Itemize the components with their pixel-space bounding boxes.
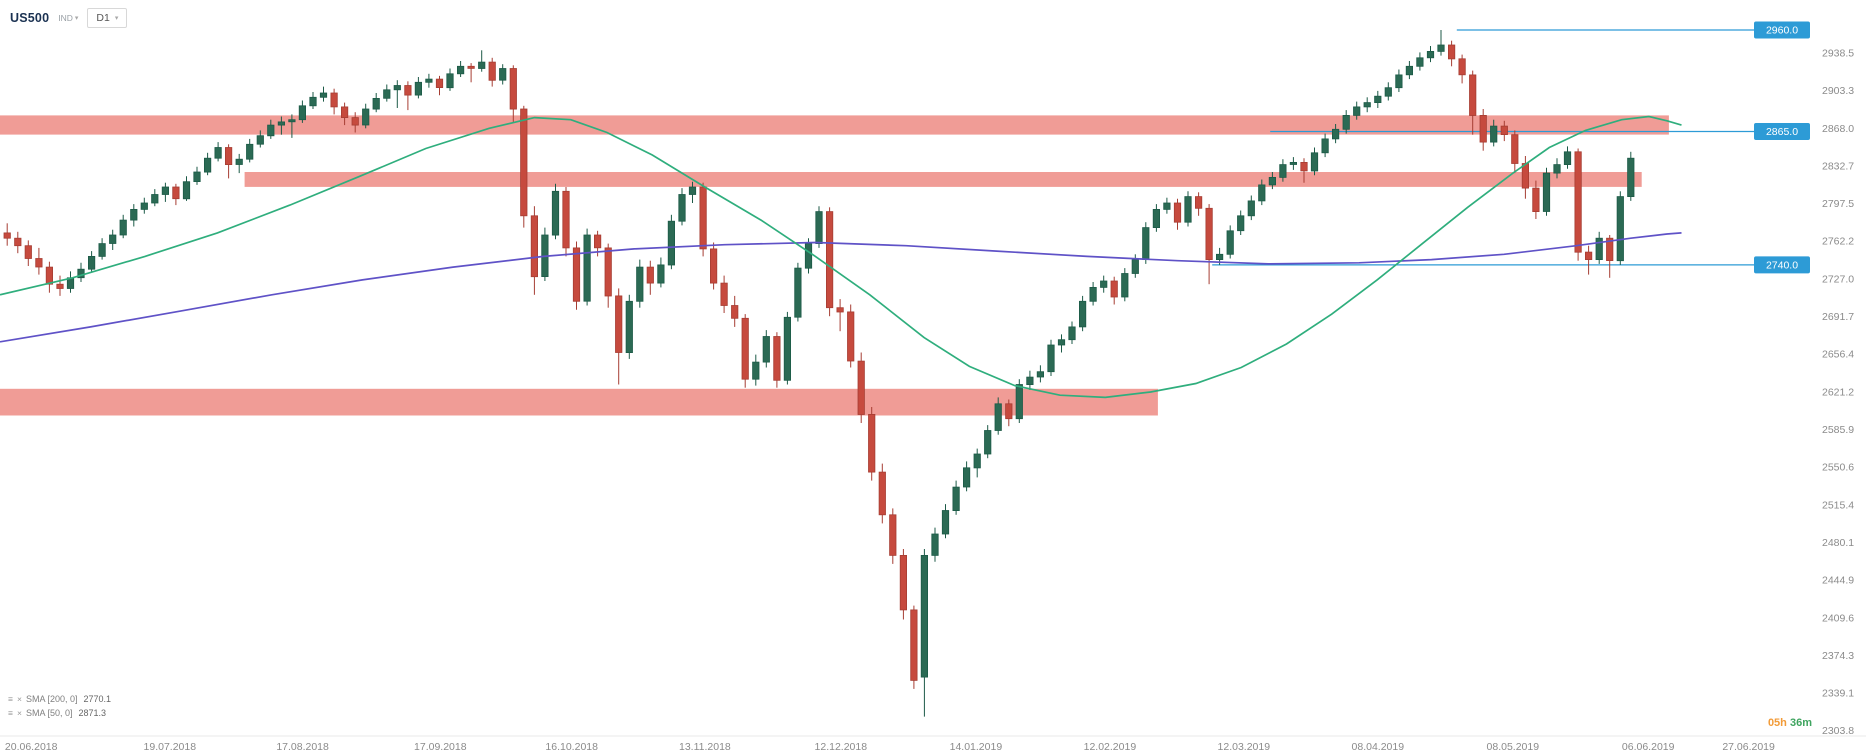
svg-text:12.12.2018: 12.12.2018 (815, 741, 868, 753)
price-axis[interactable]: 2938.5 2903.3 2868.0 2832.7 2797.5 2762.2 2727… (1822, 48, 1854, 738)
svg-text:06.06.2019: 06.06.2019 (1622, 741, 1675, 753)
svg-text:14.01.2019: 14.01.2019 (950, 741, 1003, 753)
svg-text:2480.1: 2480.1 (1822, 537, 1854, 549)
sma200-label: SMA [200, 0] (25, 694, 78, 704)
time-axis[interactable]: 20.06.2018 19.07.2018 17.08.2018 17.09.2018… (5, 741, 1775, 753)
indicator-settings-icon[interactable]: ≡ (8, 708, 13, 718)
timer-minutes: 36m (1789, 717, 1812, 729)
svg-text:2515.4: 2515.4 (1822, 499, 1854, 511)
svg-text:2938.5: 2938.5 (1822, 48, 1854, 60)
sma-50-line (0, 115, 1682, 399)
chart-toolbar: US500 IND ▾ D1 ▾ (10, 8, 128, 28)
svg-text:2621.2: 2621.2 (1822, 386, 1854, 398)
indicator-remove-icon[interactable]: × (16, 708, 22, 718)
timeframe-dropdown[interactable]: D1 ▾ (87, 8, 128, 28)
svg-text:2762.2: 2762.2 (1822, 236, 1854, 248)
svg-text:2868.0: 2868.0 (1822, 123, 1854, 135)
chevron-down-icon: ▾ (74, 15, 79, 22)
svg-text:2444.9: 2444.9 (1822, 575, 1854, 587)
svg-text:08.05.2019: 08.05.2019 (1487, 741, 1540, 753)
candle-countdown-timer: 05h 36m (1768, 717, 1812, 729)
svg-text:2303.8: 2303.8 (1822, 725, 1854, 737)
svg-text:12.02.2019: 12.02.2019 (1084, 741, 1137, 753)
instrument-type-dropdown[interactable]: IND ▾ (58, 13, 78, 23)
svg-text:2865.0: 2865.0 (1766, 126, 1798, 138)
sma200-legend-row: ≡ × SMA [200, 0] 2770.1 (8, 692, 111, 706)
sma50-value: 2871.3 (78, 708, 106, 718)
svg-text:2727.0: 2727.0 (1822, 273, 1854, 285)
svg-text:2960.0: 2960.0 (1766, 25, 1798, 37)
svg-text:2691.7: 2691.7 (1822, 311, 1854, 323)
svg-text:27.06.2019: 27.06.2019 (1722, 741, 1775, 753)
svg-text:13.11.2018: 13.11.2018 (679, 741, 731, 753)
svg-text:12.03.2019: 12.03.2019 (1218, 741, 1271, 753)
svg-text:2550.6: 2550.6 (1822, 462, 1854, 474)
svg-text:2832.7: 2832.7 (1822, 161, 1854, 173)
indicator-settings-icon[interactable]: ≡ (8, 694, 13, 704)
svg-text:2740.0: 2740.0 (1766, 259, 1798, 271)
svg-text:2903.3: 2903.3 (1822, 85, 1854, 97)
svg-text:20.06.2018: 20.06.2018 (5, 741, 58, 753)
price-line-tags: 2960.0 2865.0 2740.0 (1754, 21, 1810, 274)
resistance-zones[interactable] (0, 115, 1669, 416)
timeframe-label: D1 (96, 12, 110, 24)
svg-text:2797.5: 2797.5 (1822, 198, 1854, 210)
svg-text:2656.4: 2656.4 (1822, 349, 1854, 361)
svg-text:17.09.2018: 17.09.2018 (414, 741, 467, 753)
sma50-label: SMA [50, 0] (25, 708, 73, 718)
timer-hours: 05h (1767, 717, 1787, 729)
sma-200-line (0, 232, 1682, 343)
svg-text:19.07.2018: 19.07.2018 (144, 741, 197, 753)
instrument-type-label: IND (58, 13, 73, 23)
svg-text:16.10.2018: 16.10.2018 (545, 741, 598, 753)
sma50-legend-row: ≡ × SMA [50, 0] 2871.3 (8, 706, 111, 720)
svg-text:2374.3: 2374.3 (1822, 650, 1854, 662)
indicator-remove-icon[interactable]: × (16, 694, 22, 704)
svg-text:2339.1: 2339.1 (1822, 688, 1854, 700)
price-lines[interactable] (1212, 29, 1810, 266)
svg-text:17.08.2018: 17.08.2018 (276, 741, 329, 753)
svg-text:08.04.2019: 08.04.2019 (1352, 741, 1405, 753)
svg-text:2409.6: 2409.6 (1822, 612, 1854, 624)
chevron-down-icon: ▾ (114, 15, 119, 22)
svg-text:2585.9: 2585.9 (1822, 424, 1854, 436)
candles[interactable] (3, 30, 1635, 717)
indicator-legend: ≡ × SMA [200, 0] 2770.1 ≡ × SMA [50, 0] … (8, 692, 111, 720)
symbol-label: US500 (10, 11, 50, 25)
sma200-value: 2770.1 (83, 694, 111, 704)
